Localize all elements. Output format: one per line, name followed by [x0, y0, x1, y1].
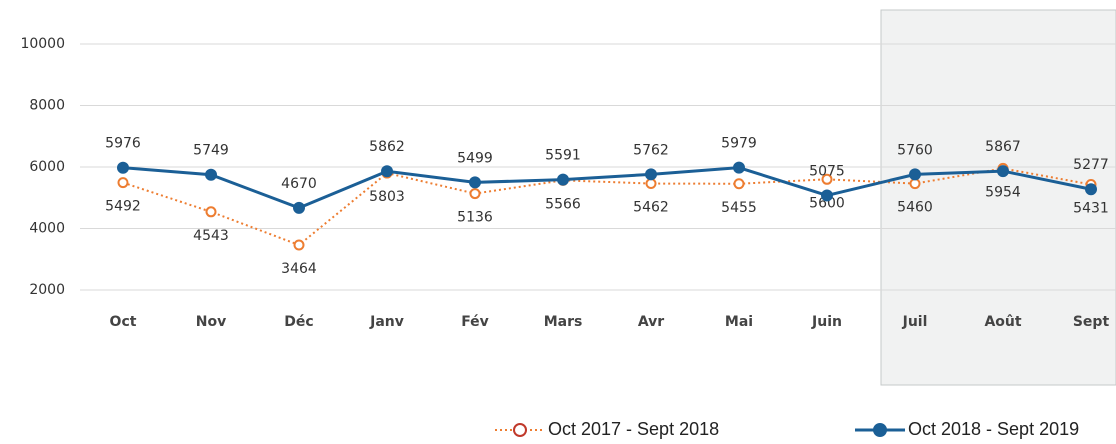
- highlight-region: [880, 9, 1116, 386]
- point: [117, 161, 129, 174]
- data-label: 5976: [105, 136, 141, 152]
- data-label: 5862: [369, 139, 405, 155]
- data-label: 5075: [809, 163, 845, 179]
- point: [733, 178, 745, 190]
- x-tick-label: Déc: [284, 314, 313, 330]
- data-label: 5954: [985, 184, 1021, 200]
- point: [997, 165, 1009, 178]
- x-tick-label: Avr: [638, 314, 664, 330]
- data-label: 5136: [457, 210, 493, 226]
- data-label: 3464: [281, 261, 317, 277]
- point: [469, 188, 481, 200]
- data-label: 5600: [809, 195, 845, 211]
- y-tick-label: 6000: [29, 159, 65, 175]
- data-label: 5867: [985, 139, 1021, 155]
- point: [205, 168, 217, 181]
- point: [1085, 183, 1097, 196]
- legend-marker: [513, 423, 527, 437]
- data-label: 5431: [1073, 200, 1109, 216]
- point: [821, 173, 833, 185]
- data-label: 5591: [545, 148, 581, 164]
- x-tick-label: Juil: [902, 314, 928, 330]
- x-tick-label: Mai: [725, 314, 753, 330]
- series-line: [122, 167, 1092, 247]
- point: [909, 178, 921, 190]
- x-tick-label: Mars: [544, 314, 583, 330]
- x-tick-label: Juin: [811, 314, 842, 330]
- point: [293, 239, 305, 251]
- y-tick-label: 10000: [20, 36, 65, 52]
- point: [645, 178, 657, 190]
- data-label: 5762: [633, 142, 669, 158]
- data-label: 5462: [633, 200, 669, 216]
- y-tick-label: 8000: [29, 98, 65, 114]
- legend-label: Oct 2017 - Sept 2018: [548, 419, 719, 439]
- x-tick-label: Août: [984, 314, 1021, 330]
- point: [205, 206, 217, 218]
- data-label: 5760: [897, 142, 933, 158]
- data-label: 4543: [193, 228, 229, 244]
- y-tick-label: 2000: [29, 282, 65, 298]
- data-label: 5460: [897, 200, 933, 216]
- point: [557, 173, 569, 186]
- point: [381, 165, 393, 178]
- legend-label: Oct 2018 - Sept 2019: [908, 419, 1079, 439]
- point: [469, 176, 481, 189]
- point: [293, 201, 305, 214]
- series-line: [122, 166, 1092, 210]
- data-label: 5455: [721, 200, 757, 216]
- data-label: 4670: [281, 176, 317, 192]
- x-tick-label: Sept: [1073, 314, 1110, 330]
- point: [909, 168, 921, 181]
- point: [821, 189, 833, 202]
- x-tick-label: Janv: [369, 314, 404, 330]
- data-label: 5492: [105, 199, 141, 215]
- point: [645, 168, 657, 181]
- data-label: 5749: [193, 143, 229, 159]
- data-label: 5566: [545, 196, 581, 212]
- x-tick-label: Oct: [110, 314, 137, 330]
- data-label: 5803: [369, 189, 405, 205]
- y-tick-label: 4000: [29, 221, 65, 237]
- x-tick-label: Nov: [196, 314, 226, 330]
- point: [117, 177, 129, 189]
- x-tick-label: Fév: [461, 314, 489, 330]
- point: [733, 161, 745, 174]
- data-label: 5277: [1073, 157, 1109, 173]
- legend-marker: [873, 423, 887, 437]
- data-label: 5979: [721, 136, 757, 152]
- data-label: 5499: [457, 150, 493, 166]
